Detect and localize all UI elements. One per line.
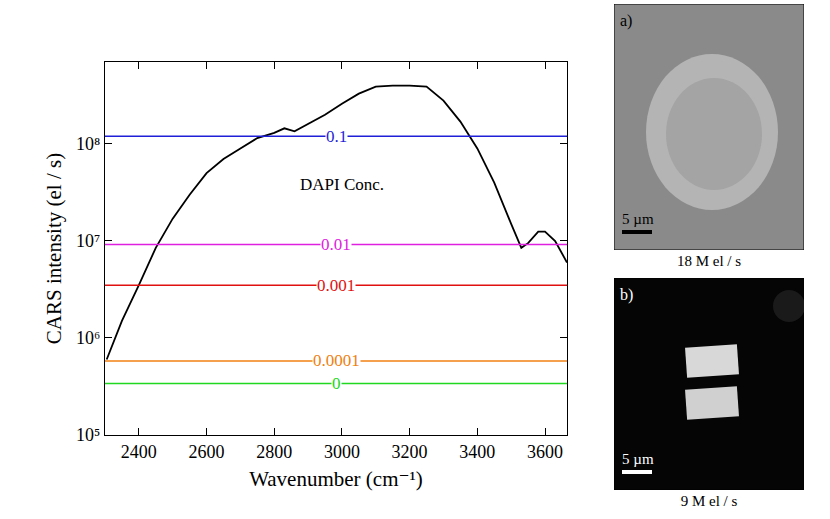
svg-text:0.01: 0.01 bbox=[321, 235, 351, 254]
svg-text:3000: 3000 bbox=[324, 442, 360, 462]
svg-text:3400: 3400 bbox=[459, 442, 495, 462]
svg-text:Wavenumber (cm⁻¹): Wavenumber (cm⁻¹) bbox=[249, 467, 423, 491]
svg-text:10⁸: 10⁸ bbox=[76, 134, 100, 154]
svg-text:10⁶: 10⁶ bbox=[76, 328, 100, 348]
svg-text:5 µm: 5 µm bbox=[622, 211, 654, 227]
svg-text:0.001: 0.001 bbox=[317, 276, 355, 295]
svg-text:2800: 2800 bbox=[256, 442, 292, 462]
svg-text:2600: 2600 bbox=[189, 442, 225, 462]
svg-text:CARS intensity (el / s): CARS intensity (el / s) bbox=[42, 153, 66, 344]
html-text:18 M el / s: 18 M el / s bbox=[676, 253, 742, 269]
svg-text:2400: 2400 bbox=[121, 442, 157, 462]
svg-text:10⁵: 10⁵ bbox=[76, 425, 100, 445]
svg-text:3200: 3200 bbox=[392, 442, 428, 462]
svg-text:10⁷: 10⁷ bbox=[76, 231, 100, 251]
svg-text:5 µm: 5 µm bbox=[622, 451, 654, 467]
svg-text:0: 0 bbox=[332, 374, 341, 393]
svg-text:DAPI Conc.: DAPI Conc. bbox=[300, 175, 384, 194]
html-text:9 M el / s: 9 M el / s bbox=[680, 493, 738, 509]
svg-text:0.1: 0.1 bbox=[326, 127, 347, 146]
svg-text:3600: 3600 bbox=[527, 442, 563, 462]
svg-text:b): b) bbox=[620, 286, 633, 304]
svg-text:a): a) bbox=[620, 12, 632, 30]
svg-text:0.0001: 0.0001 bbox=[313, 351, 360, 370]
